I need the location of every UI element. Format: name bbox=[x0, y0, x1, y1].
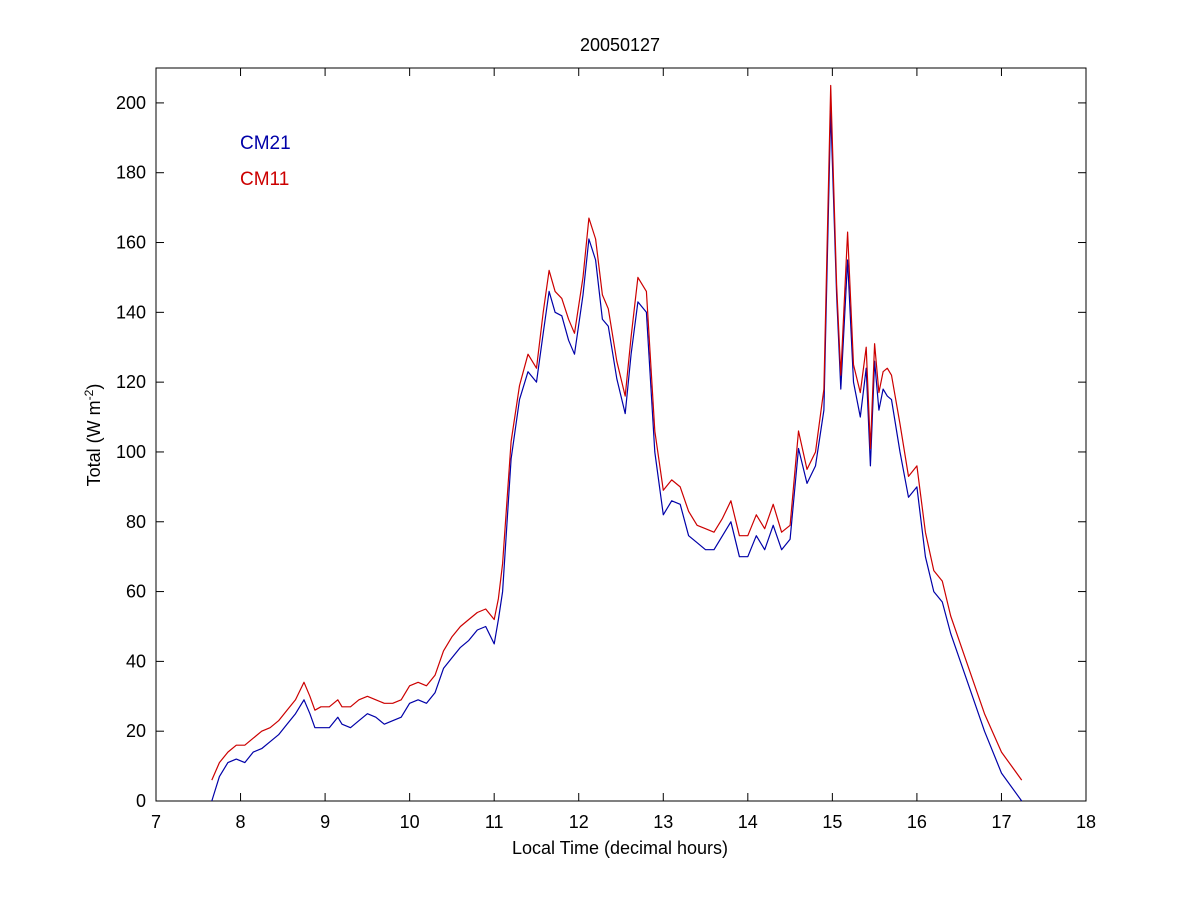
y-axis-title-superscript: -2 bbox=[82, 389, 96, 400]
y-tick-label: 40 bbox=[126, 651, 146, 671]
x-tick-label: 15 bbox=[822, 812, 842, 832]
x-tick-label: 7 bbox=[151, 812, 161, 832]
x-axis: 7 8 9 10 11 12 13 14 15 16 17 18 bbox=[151, 68, 1096, 832]
y-tick-label: 180 bbox=[116, 163, 146, 183]
series-layer bbox=[211, 84, 1023, 802]
y-tick-label: 20 bbox=[126, 721, 146, 741]
x-tick-label: 17 bbox=[991, 812, 1011, 832]
y-axis: 0 20 40 60 80 100 120 140 160 180 200 bbox=[116, 93, 1086, 811]
y-tick-label: 160 bbox=[116, 233, 146, 253]
series-line-cm21 bbox=[211, 109, 1023, 802]
x-tick-label: 18 bbox=[1076, 812, 1096, 832]
y-axis-title: Total (W m-2) bbox=[82, 384, 104, 487]
x-tick-label: 13 bbox=[653, 812, 673, 832]
x-tick-label: 10 bbox=[400, 812, 420, 832]
legend-entry-cm11: CM11 bbox=[240, 169, 289, 190]
y-tick-label: 140 bbox=[116, 302, 146, 322]
y-tick-label: 80 bbox=[126, 512, 146, 532]
legend-entry-cm21: CM21 bbox=[240, 133, 291, 154]
y-axis-title-close: ) bbox=[84, 384, 104, 390]
y-tick-label: 60 bbox=[126, 582, 146, 602]
y-tick-label: 100 bbox=[116, 442, 146, 462]
chart-title: 20050127 bbox=[580, 35, 660, 55]
y-tick-label: 120 bbox=[116, 372, 146, 392]
x-tick-label: 11 bbox=[485, 812, 504, 832]
x-tick-label: 14 bbox=[738, 812, 758, 832]
y-tick-label: 0 bbox=[136, 791, 146, 811]
series-line-cm11 bbox=[211, 84, 1023, 781]
x-tick-label: 9 bbox=[320, 812, 330, 832]
y-axis-title-main: Total (W m bbox=[84, 400, 104, 486]
x-axis-title: Local Time (decimal hours) bbox=[512, 838, 728, 858]
legend: CM21 CM11 bbox=[240, 133, 291, 190]
x-tick-label: 16 bbox=[907, 812, 927, 832]
x-tick-label: 12 bbox=[569, 812, 589, 832]
plot-frame bbox=[155, 67, 1087, 802]
y-tick-label: 200 bbox=[116, 93, 146, 113]
x-tick-label: 8 bbox=[236, 812, 246, 832]
